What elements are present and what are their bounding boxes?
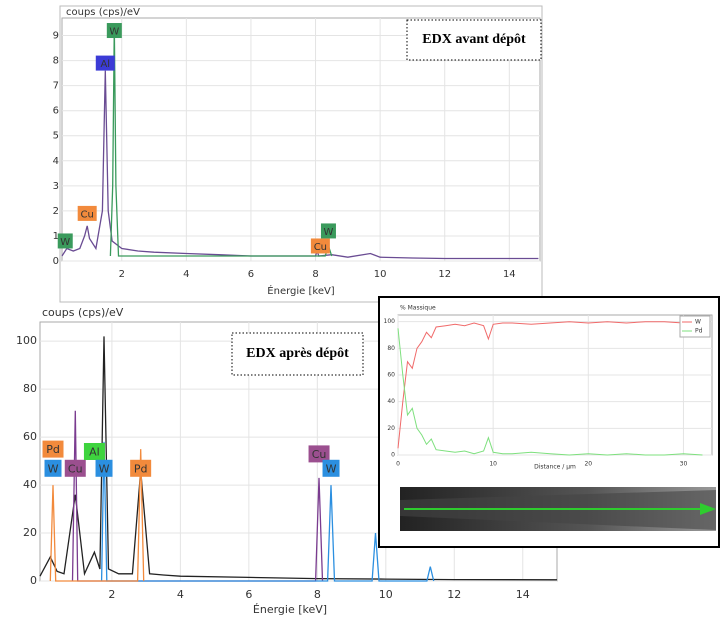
y-tick-label: 6 <box>53 106 59 117</box>
peak-label: Cu <box>68 462 83 475</box>
scan-arrow <box>700 503 716 515</box>
peak-label-box <box>57 233 73 249</box>
y-tick-label: 9 <box>53 31 59 42</box>
spectrum-line <box>61 70 539 260</box>
peak-label-box <box>320 223 336 239</box>
x-tick-label: 12 <box>447 588 461 601</box>
y-tick-label: 100 <box>16 334 37 347</box>
peak-label: W <box>324 227 334 238</box>
annotation-box <box>231 332 364 376</box>
y-tick-label: 20 <box>387 425 395 432</box>
x-tick-label: 12 <box>438 269 451 280</box>
x-tick-label: 4 <box>177 588 184 601</box>
peak-label-box <box>322 459 340 477</box>
peak-label-box <box>95 459 113 477</box>
spectrum-line <box>397 321 703 449</box>
y-tick-label: 60 <box>23 430 37 443</box>
plot-area <box>397 314 713 456</box>
peak-label-box <box>77 205 97 221</box>
x-tick-label: 10 <box>374 269 387 280</box>
peak-label: W <box>326 462 337 475</box>
micrograph <box>400 487 716 531</box>
peak-label: Pd <box>134 462 148 475</box>
x-tick-label: 8 <box>314 588 321 601</box>
peak-label: W <box>109 27 119 38</box>
y-tick-label: 1 <box>53 231 59 242</box>
peak-label-box <box>64 459 86 477</box>
spectrum-line <box>100 441 435 582</box>
x-tick-label: 10 <box>489 461 497 468</box>
y-tick-label: 40 <box>387 398 395 405</box>
spectrum-line <box>39 336 558 581</box>
x-tick-label: 14 <box>503 269 516 280</box>
y-tick-label: 4 <box>53 156 59 167</box>
y-tick-label: 60 <box>387 372 395 379</box>
x-tick-label: 2 <box>108 588 115 601</box>
y-tick-label: 7 <box>53 81 59 92</box>
peak-label: Cu <box>81 209 94 220</box>
peak-label-box <box>106 23 122 39</box>
x-tick-label: 20 <box>584 461 592 468</box>
peak-label-box <box>44 459 62 477</box>
legend-label: Pd <box>695 328 703 335</box>
peak-label: W <box>60 237 70 248</box>
x-axis-label: Énergie [keV] <box>267 284 335 297</box>
y-tick-label: 0 <box>391 452 395 459</box>
y-tick-label: 3 <box>53 181 59 192</box>
y-axis-label: % Massique <box>400 305 436 312</box>
x-axis-label: Énergie [keV] <box>253 603 327 616</box>
y-tick-label: 0 <box>30 574 37 587</box>
x-tick-label: 8 <box>312 269 318 280</box>
peak-label: Al <box>89 446 100 459</box>
peak-label: Al <box>100 59 110 70</box>
y-tick-label: 40 <box>23 478 37 491</box>
x-tick-label: 0 <box>396 461 400 468</box>
peak-label: Pd <box>46 443 60 456</box>
y-tick-label: 5 <box>53 131 59 142</box>
peak-label: W <box>99 462 110 475</box>
peak-label-box <box>310 238 330 254</box>
y-axis-label: coups (cps)/eV <box>66 7 140 18</box>
y-tick-label: 2 <box>53 206 59 217</box>
annotation: EDX avant dépôt <box>422 32 526 47</box>
peak-label: W <box>48 462 59 475</box>
peak-label: Cu <box>312 448 327 461</box>
x-tick-label: 14 <box>516 588 530 601</box>
peak-label-box <box>42 440 64 458</box>
x-tick-label: 2 <box>119 269 125 280</box>
x-tick-label: 30 <box>680 461 688 468</box>
x-tick-label: 6 <box>245 588 252 601</box>
y-tick-label: 8 <box>53 56 59 67</box>
y-tick-label: 20 <box>23 526 37 539</box>
x-tick-label: 6 <box>248 269 254 280</box>
x-axis-label: Distance / µm <box>534 464 576 471</box>
annotation-box <box>406 19 542 61</box>
peak-label-box <box>83 443 105 460</box>
spectrum-line <box>397 328 703 456</box>
y-tick-label: 80 <box>23 382 37 395</box>
x-tick-label: 10 <box>379 588 393 601</box>
peak-label: Cu <box>314 242 327 253</box>
peak-label-box <box>130 459 152 477</box>
peak-label-box <box>308 445 330 463</box>
y-axis-label: coups (cps)/eV <box>42 306 124 319</box>
legend-label: W <box>695 319 701 326</box>
peak-label-box <box>95 55 115 71</box>
y-tick-label: 0 <box>53 256 59 267</box>
y-tick-label: 80 <box>387 345 395 352</box>
y-tick-label: 100 <box>384 318 396 325</box>
annotation: EDX après dépôt <box>246 346 349 361</box>
chart-profile: 0 20 40 60 80 100 0 10 20 30 % Massique Distance / … <box>384 305 713 471</box>
x-tick-label: 4 <box>183 269 189 280</box>
legend-box <box>679 315 711 338</box>
